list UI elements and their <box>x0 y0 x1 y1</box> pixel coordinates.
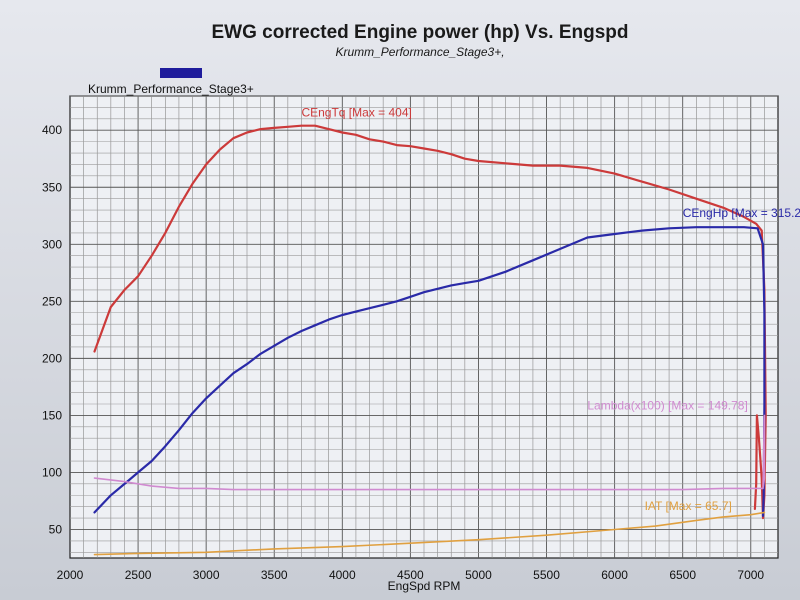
y-tick-label: 250 <box>42 294 62 308</box>
series-group <box>93 124 767 556</box>
annotation-torque: CEngTq [Max = 404] <box>301 106 411 120</box>
y-tick-label: 300 <box>42 237 62 251</box>
y-tick-label: 50 <box>49 522 63 536</box>
x-tick-label: 5000 <box>465 568 492 582</box>
x-tick-label: 6500 <box>669 568 696 582</box>
x-tick-label: 3500 <box>261 568 288 582</box>
annotation-iat: IAT [Max = 65.7] <box>645 499 732 513</box>
x-tick-label: 6000 <box>601 568 628 582</box>
x-tick-label: 4000 <box>329 568 356 582</box>
x-tick-label: 2500 <box>125 568 152 582</box>
x-tick-label: 5500 <box>533 568 560 582</box>
series-line-power <box>93 226 766 517</box>
x-tick-label: 7000 <box>737 568 764 582</box>
x-tick-label: 2000 <box>57 568 84 582</box>
legend-swatch <box>160 68 202 78</box>
series-line-iat <box>93 511 766 556</box>
legend-label: Krumm_Performance_Stage3+ <box>88 82 254 96</box>
chart-title: EWG corrected Engine power (hp) Vs. Engs… <box>211 22 629 43</box>
chart-subtitle: Krumm_Performance_Stage3+, <box>335 45 505 59</box>
series-line-lambda <box>93 414 766 491</box>
x-axis-label: EngSpd RPM <box>388 579 461 593</box>
y-tick-label: 400 <box>42 123 62 137</box>
y-tick-label: 350 <box>42 180 62 194</box>
annotation-lambda: Lambda(x100) [Max = 149.78] <box>587 399 747 413</box>
y-tick-label: 200 <box>42 351 62 365</box>
annotations: CEngTq [Max = 404] CEngHp [Max = 315.2] La… <box>301 106 800 514</box>
annotation-power: CEngHp [Max = 315.2] <box>683 206 800 220</box>
y-tick-label: 150 <box>42 408 62 422</box>
x-tick-label: 3000 <box>193 568 220 582</box>
y-tick-label: 100 <box>42 465 62 479</box>
x-tick-label: 4500 <box>397 568 424 582</box>
axes: 2000 2500 3000 3500 4000 4500 5000 5500 6000 6500… <box>42 123 764 582</box>
